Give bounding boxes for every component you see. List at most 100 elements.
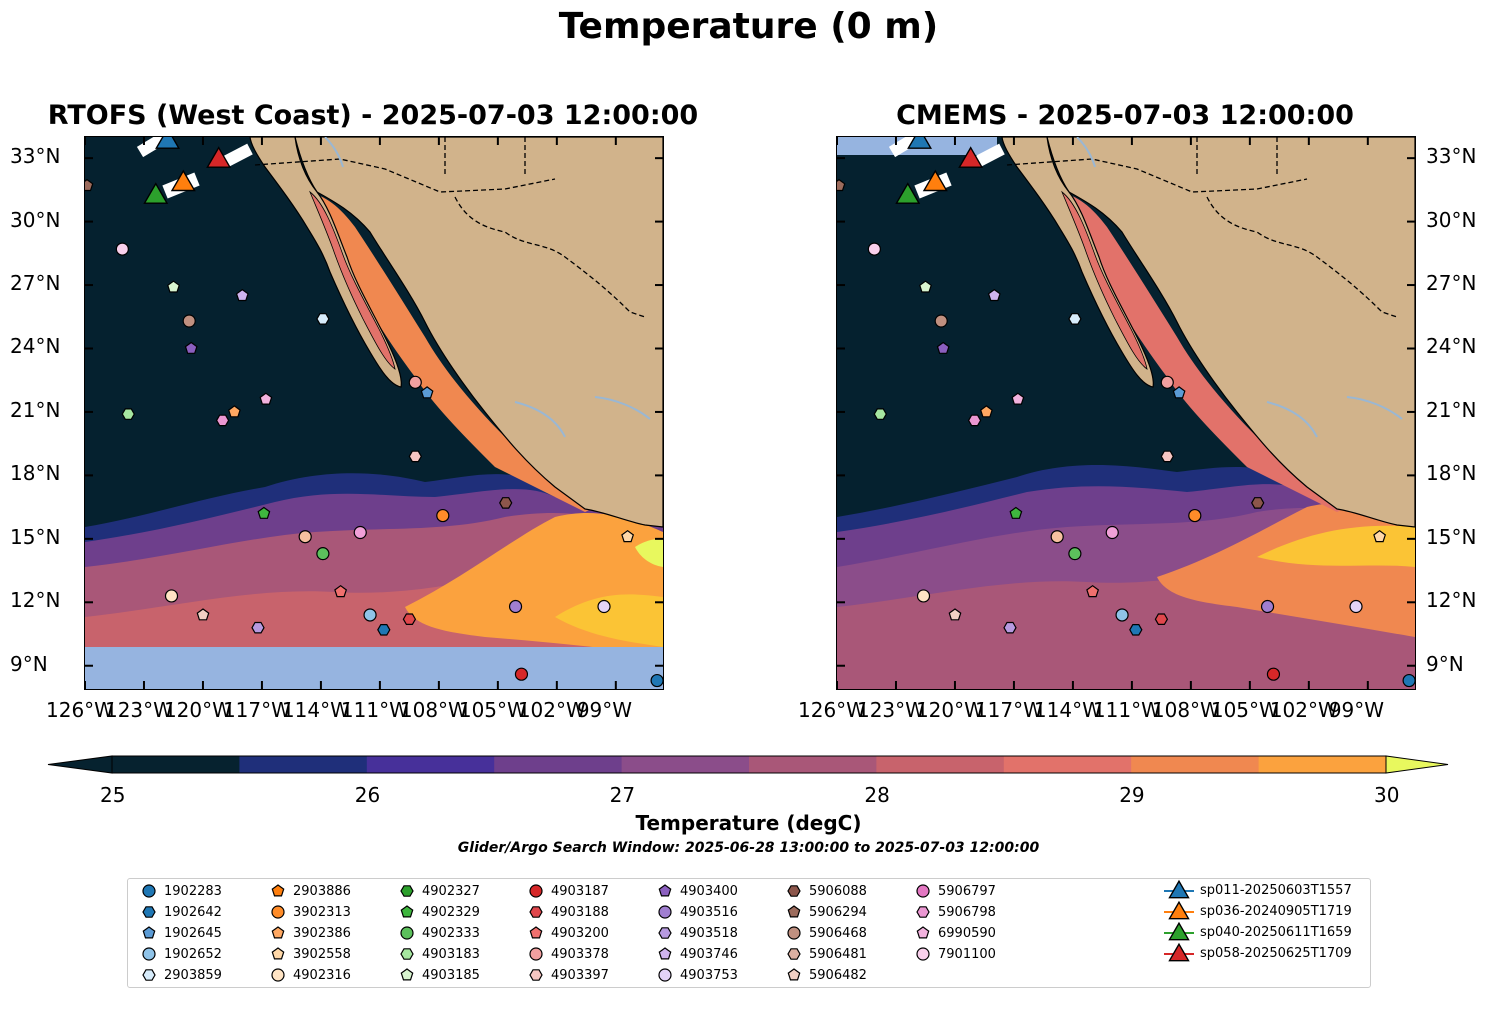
legend-marker-icon — [400, 948, 414, 960]
lat-tick-label: 21°N — [10, 397, 61, 422]
legend-marker-icon — [916, 906, 930, 918]
lon-tick-label: 108°W — [399, 698, 468, 722]
glider-marker-sp036-20240905T1719 — [170, 169, 196, 192]
legend-marker — [271, 905, 285, 919]
float-marker-2903859 — [316, 313, 330, 325]
legend-glider-icon — [1164, 921, 1194, 941]
lat-tick-label: 18°N — [10, 461, 61, 486]
float-marker-3902386 — [227, 405, 241, 418]
legend-marker-icon — [142, 926, 156, 939]
legend-marker — [658, 905, 672, 919]
legend-marker-icon — [916, 926, 930, 939]
legend-marker-icon — [271, 884, 285, 897]
colorbar-segment — [876, 756, 1005, 773]
legend-marker-icon — [529, 884, 543, 898]
legend-item: 4903188 — [529, 902, 609, 922]
lon-tick-label: 123°W — [856, 698, 925, 722]
lon-tick-label: 126°W — [46, 698, 114, 722]
lon-tick-label: 99°W — [1328, 698, 1385, 722]
lat-tick-label: 33°N — [1426, 144, 1477, 169]
legend-marker-icon — [400, 926, 414, 940]
legend-marker — [787, 885, 801, 897]
map-canvas — [837, 137, 1415, 689]
legend-item: 4903753 — [658, 965, 738, 985]
float-marker-5906088 — [499, 497, 513, 509]
legend-item: 4902333 — [400, 923, 480, 943]
lon-tick-label: 111°W — [1092, 698, 1161, 722]
colorbar-segment — [621, 756, 750, 773]
lon-tick-label: 105°W — [1210, 698, 1279, 722]
legend-item: 1902283 — [142, 881, 222, 901]
land — [1001, 137, 1415, 528]
legend-item-glider: sp058-20250625T1709 — [1164, 942, 1352, 963]
legend-item: 2903859 — [142, 965, 222, 985]
legend-label: 4903518 — [680, 925, 738, 941]
colorbar-segment — [1258, 756, 1387, 773]
float-marker-extra-2 — [1105, 525, 1119, 540]
legend-item: 4902316 — [271, 965, 351, 985]
legend-marker — [529, 947, 543, 961]
legend-marker-icon — [271, 905, 285, 919]
float-marker-5906482 — [196, 608, 210, 621]
legend-label: 4903397 — [551, 967, 609, 983]
glider-marker-sp040-20250611T1659 — [895, 182, 921, 204]
lat-tick-label: 12°N — [1426, 588, 1477, 613]
glider-marker-sp036-20240905T1719 — [922, 169, 948, 192]
float-marker-4903185 — [167, 280, 180, 293]
colorbar-label: Temperature (degC) — [635, 811, 862, 835]
land — [249, 137, 663, 528]
legend-label: 6990590 — [938, 925, 996, 941]
float-marker-5906294 — [837, 178, 846, 192]
legend-marker-icon — [529, 906, 543, 918]
float-marker-1902283 — [650, 673, 663, 688]
float-marker-1902652 — [1115, 608, 1129, 622]
float-marker-4903400 — [184, 341, 198, 354]
glider-markers — [895, 137, 984, 204]
lat-tick-label: 9°N — [1426, 651, 1464, 676]
legend-item: 4903518 — [658, 923, 738, 943]
legend-label: 4903516 — [680, 904, 738, 920]
lon-tick-label: 117°W — [222, 698, 291, 722]
legend-marker — [1168, 900, 1190, 920]
legend-item: 1902652 — [142, 944, 222, 964]
lon-tick-label: 114°W — [1033, 698, 1102, 722]
legend-item: 4903187 — [529, 881, 609, 901]
legend-marker — [142, 926, 156, 939]
legend-label: 4902316 — [293, 967, 351, 983]
float-marker-5906468 — [934, 314, 948, 328]
legend-label: 4903187 — [551, 883, 609, 899]
legend-item: 3902386 — [271, 923, 351, 943]
float-marker-3902313 — [436, 508, 450, 523]
legend-item-glider: sp036-20240905T1719 — [1164, 900, 1352, 921]
float-marker-1902642 — [1129, 624, 1143, 636]
lat-tick-label: 15°N — [10, 524, 61, 549]
axis-ticks — [837, 137, 1415, 689]
lat-tick-label: 30°N — [10, 207, 61, 232]
legend-item: 4902329 — [400, 902, 480, 922]
float-marker-extra-1 — [298, 530, 312, 544]
legend-marker — [1168, 921, 1190, 941]
legend-label: 5906797 — [938, 883, 996, 899]
legend-label: 4903400 — [680, 883, 738, 899]
lat-tick-label: 15°N — [1426, 524, 1477, 549]
legend-marker-icon — [400, 885, 414, 897]
legend-marker-icon — [400, 905, 414, 918]
legend-marker-icon — [658, 947, 672, 960]
legend-glider-icon — [1164, 900, 1194, 920]
legend-marker — [1168, 879, 1190, 899]
float-marker-5906798 — [215, 414, 230, 427]
coastal-warm-water — [1059, 192, 1352, 512]
legend-label: 4902327 — [422, 883, 480, 899]
float-marker-3902386 — [979, 405, 993, 418]
legend-label: 4903188 — [551, 904, 609, 920]
legend-item: 5906798 — [916, 902, 996, 922]
legend-label: 5906468 — [809, 925, 867, 941]
legend-marker — [400, 885, 414, 897]
colorbar-tick-label: 28 — [864, 783, 890, 807]
legend-marker — [271, 947, 285, 960]
float-marker-4903516 — [508, 599, 523, 614]
glider-marker-sp058-20250625T1709 — [206, 146, 232, 168]
lon-tick-label: 105°W — [458, 698, 527, 722]
legend-item: 4903378 — [529, 944, 609, 964]
legend-label: 7901100 — [938, 946, 996, 962]
